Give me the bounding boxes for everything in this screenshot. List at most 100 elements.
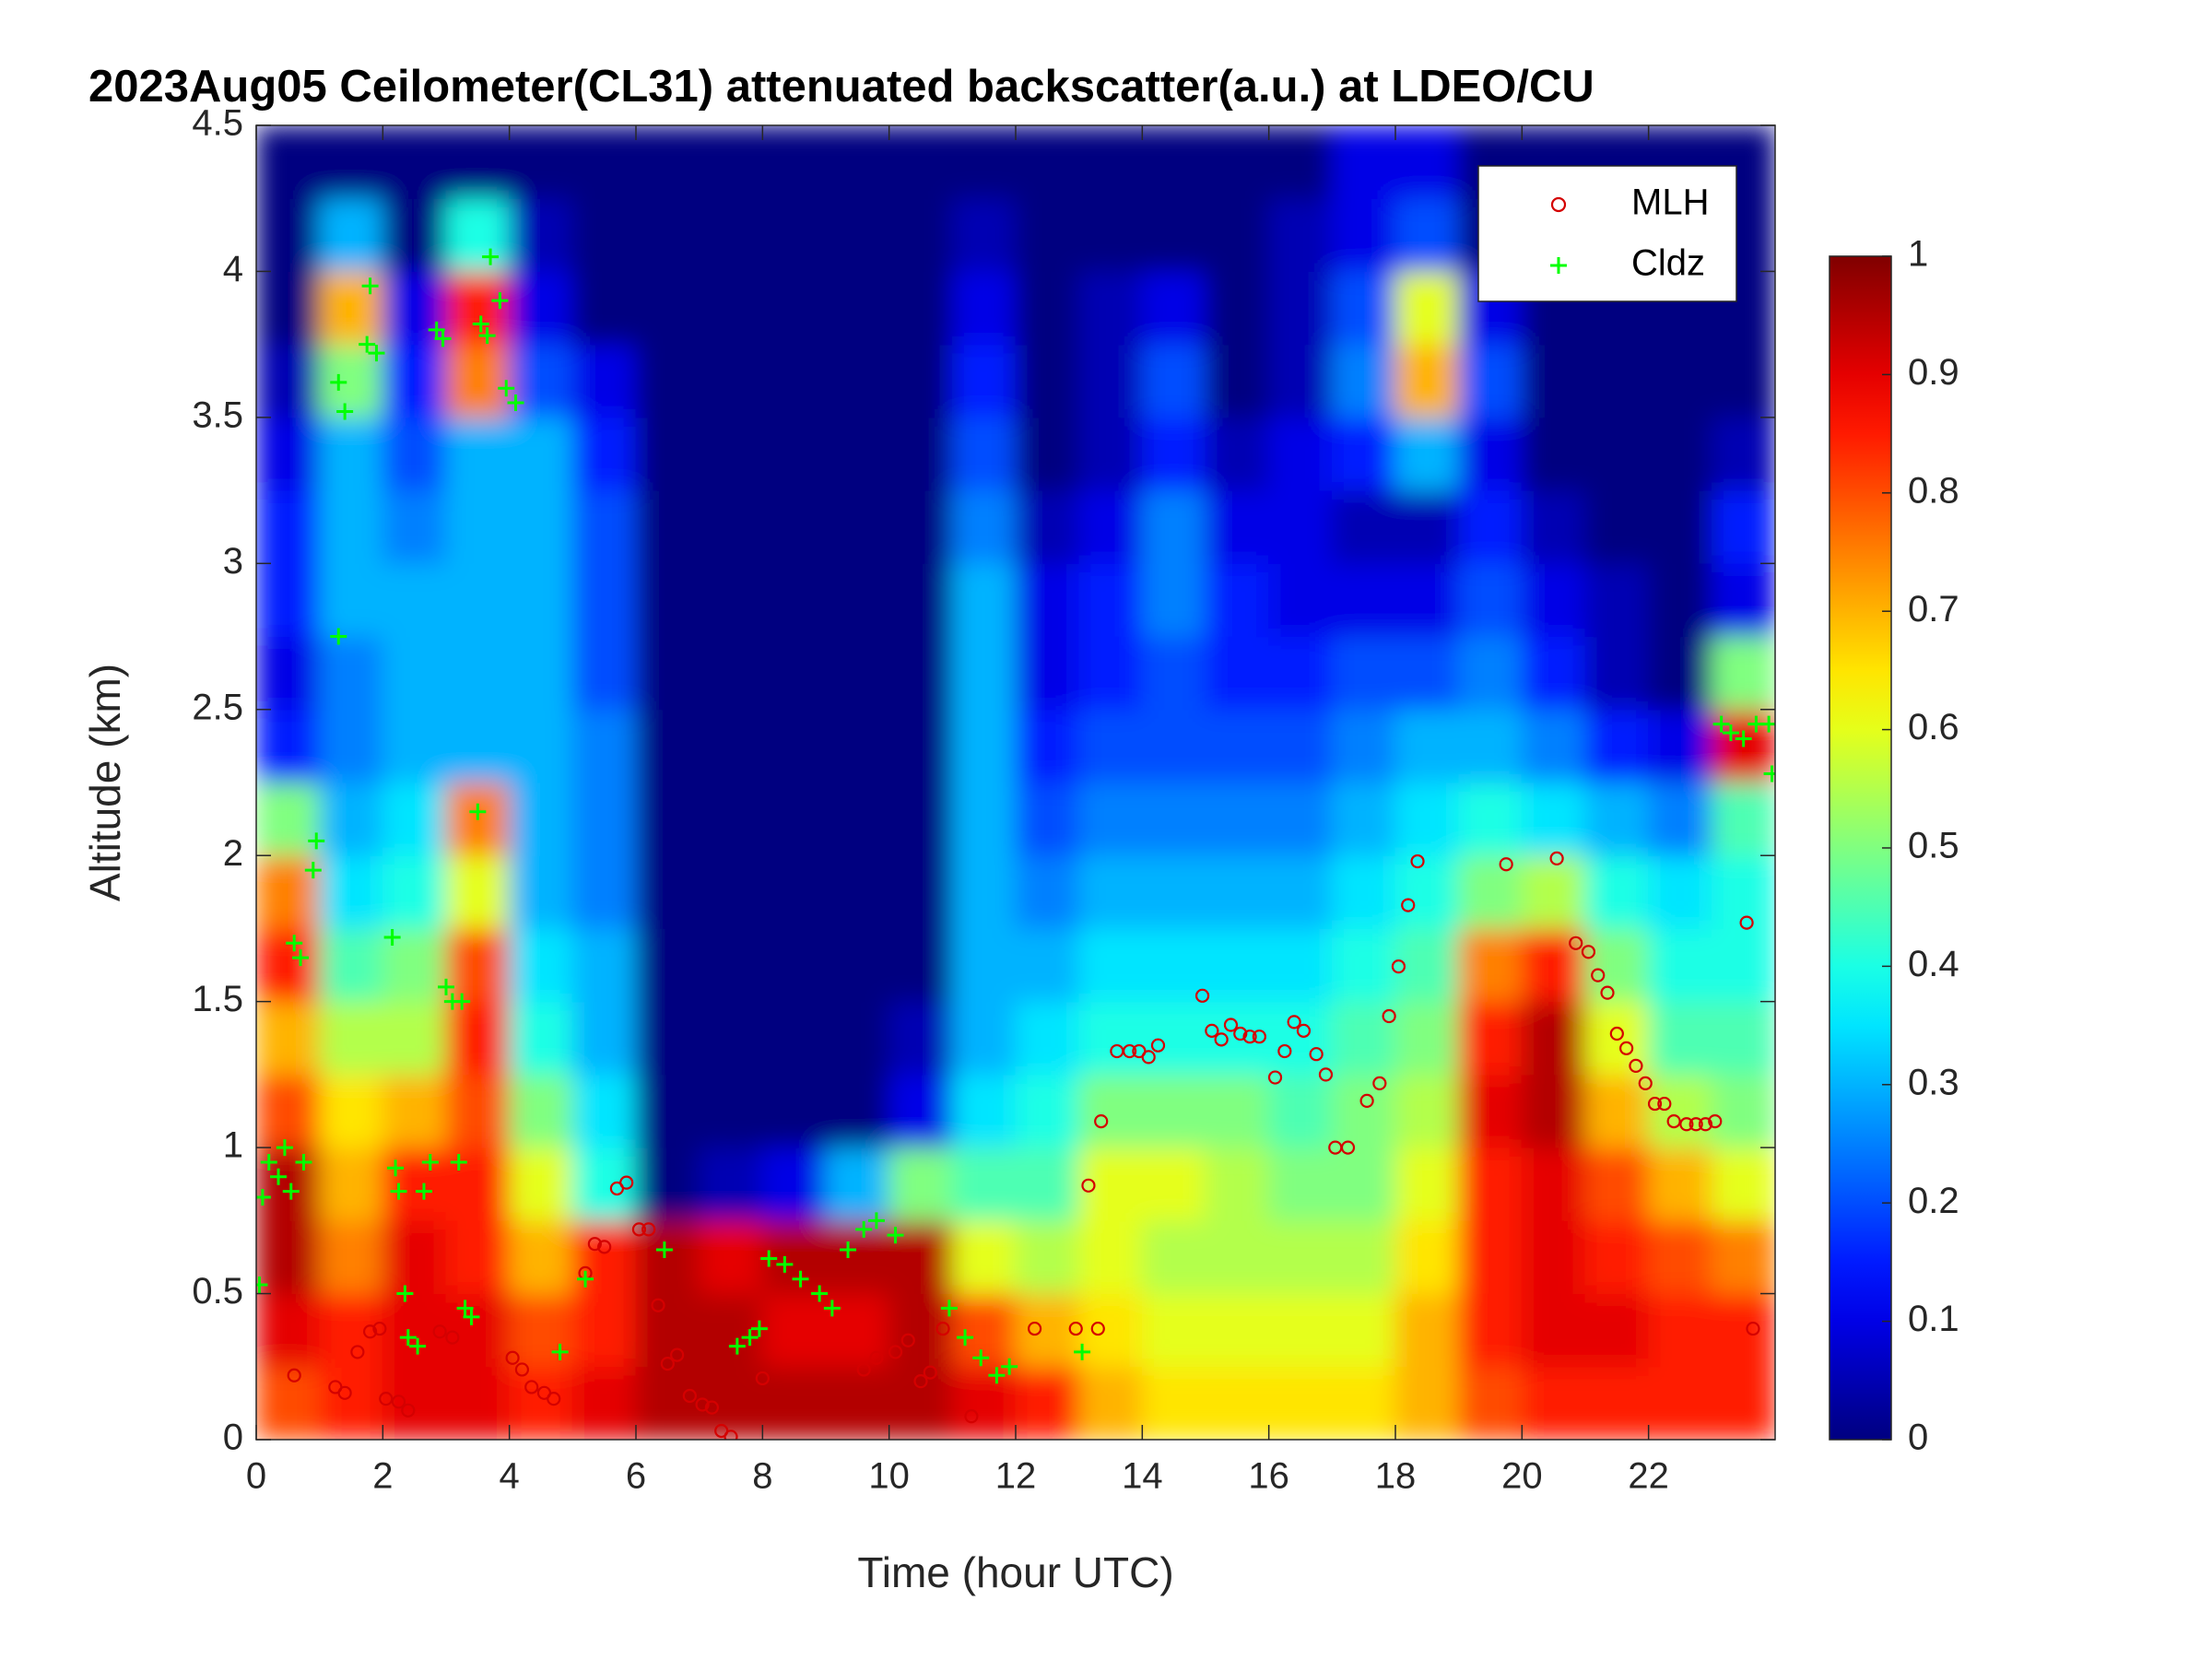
heatmap-cell	[319, 782, 383, 856]
marker-plus	[957, 1329, 974, 1347]
marker-circle	[1629, 1058, 1643, 1073]
heatmap-cell	[1205, 854, 1270, 929]
marker-circle	[1094, 1113, 1109, 1129]
heatmap-cell	[1584, 1147, 1650, 1221]
marker-plus	[361, 277, 379, 295]
heatmap-cell	[445, 1074, 511, 1148]
heatmap	[256, 125, 1775, 1440]
heatmap-cell	[445, 125, 511, 199]
heatmap-cell	[319, 1219, 383, 1295]
marker-plus	[396, 1285, 414, 1302]
heatmap-cell	[951, 344, 1017, 418]
heatmap-cell	[1268, 709, 1333, 783]
y-tick-label: 3	[223, 541, 243, 582]
heatmap-cell	[319, 125, 383, 199]
heatmap-cell	[1711, 417, 1775, 491]
marker-circle	[869, 1350, 884, 1365]
heatmap-cell	[1521, 1366, 1586, 1440]
marker-circle	[1194, 988, 1210, 1003]
x-tick-label: 8	[752, 1456, 772, 1497]
heatmap-cell	[256, 344, 321, 418]
colorbar-tick-label: 0.4	[1908, 944, 1959, 984]
marker-plus	[855, 1220, 873, 1238]
colorbar-tick-label: 0.1	[1908, 1299, 1959, 1339]
marker-circle	[547, 1392, 561, 1406]
heatmap-cell	[445, 709, 511, 783]
heatmap-cell	[1648, 709, 1712, 783]
heatmap-cell	[382, 1074, 447, 1148]
marker-circle	[1068, 1321, 1083, 1336]
heatmap-cell	[1015, 417, 1080, 491]
heatmap-cell	[1458, 1293, 1523, 1368]
heatmap-cell	[1648, 1074, 1712, 1148]
marker-plus	[438, 978, 454, 995]
marker-plus	[491, 292, 509, 310]
heatmap-cell	[445, 344, 511, 418]
marker-circle	[1688, 1117, 1703, 1132]
heatmap-cell	[256, 1147, 321, 1221]
x-tick-label: 12	[995, 1456, 1037, 1497]
heatmap-cell	[699, 562, 763, 638]
heatmap-cell	[888, 709, 953, 783]
heatmap-cell	[635, 1293, 700, 1368]
heatmap-cell	[888, 197, 953, 272]
marker-circle	[1609, 1026, 1624, 1041]
heatmap-cell	[445, 1001, 511, 1076]
heatmap-cell	[1141, 125, 1206, 199]
heatmap-cell	[1268, 489, 1333, 564]
heatmap-cell	[1268, 197, 1333, 272]
heatmap-cell	[951, 270, 1017, 346]
heatmap-cell	[699, 197, 763, 272]
marker-plus	[811, 1285, 829, 1302]
heatmap-cell	[699, 489, 763, 564]
marker-circle	[1359, 1093, 1374, 1109]
y-tick-label: 1.5	[192, 979, 243, 1019]
heatmap-cell	[256, 417, 321, 491]
heatmap-cell	[699, 417, 763, 491]
heatmap-cell	[571, 709, 637, 783]
heatmap-cell	[1584, 1074, 1650, 1148]
heatmap-cell	[382, 417, 447, 491]
heatmap-cell	[571, 417, 637, 491]
heatmap-cell	[382, 344, 447, 418]
heatmap-cell	[1458, 562, 1523, 638]
heatmap-cell	[1078, 197, 1143, 272]
heatmap-cell	[382, 1219, 447, 1295]
heatmap-cell	[1521, 562, 1586, 638]
heatmap-cell	[1268, 1001, 1333, 1076]
heatmap-cell	[761, 270, 827, 346]
x-tick-label: 6	[626, 1456, 646, 1497]
heatmap-cell	[1394, 489, 1460, 564]
heatmap-cell	[1711, 636, 1775, 711]
marker-plus	[463, 1308, 480, 1325]
heatmap-cell	[635, 1001, 700, 1076]
heatmap-cell	[888, 1074, 953, 1148]
marker-circle	[1401, 898, 1416, 912]
marker-plus	[1763, 765, 1775, 782]
heatmap-cell	[1648, 344, 1712, 418]
heatmap-cell	[635, 782, 700, 856]
heatmap-cell	[825, 636, 890, 711]
heatmap-cell	[1648, 1219, 1712, 1295]
x-tick-label: 10	[868, 1456, 910, 1497]
marker-circle	[1252, 1030, 1266, 1044]
heatmap-cell	[1331, 344, 1396, 418]
heatmap-cell	[825, 1366, 890, 1440]
heatmap-cell	[1078, 782, 1143, 856]
heatmap-cell	[1584, 709, 1650, 783]
heatmap-cell	[761, 197, 827, 272]
marker-plus	[308, 832, 325, 850]
marker-circle	[1657, 1096, 1672, 1112]
marker-circle	[1382, 1008, 1396, 1024]
heatmap-cell	[1078, 709, 1143, 783]
marker-circle	[1150, 1038, 1166, 1053]
marker-circle	[401, 1403, 416, 1418]
heatmap-cell	[1584, 1293, 1650, 1368]
heatmap-cell	[571, 1147, 637, 1221]
marker-plus	[409, 1337, 427, 1355]
heatmap-cell	[1394, 1366, 1460, 1440]
heatmap-cell	[888, 1219, 953, 1295]
marker-circle	[682, 1388, 697, 1404]
heatmap-cell	[1078, 270, 1143, 346]
heatmap-cell	[1268, 270, 1333, 346]
